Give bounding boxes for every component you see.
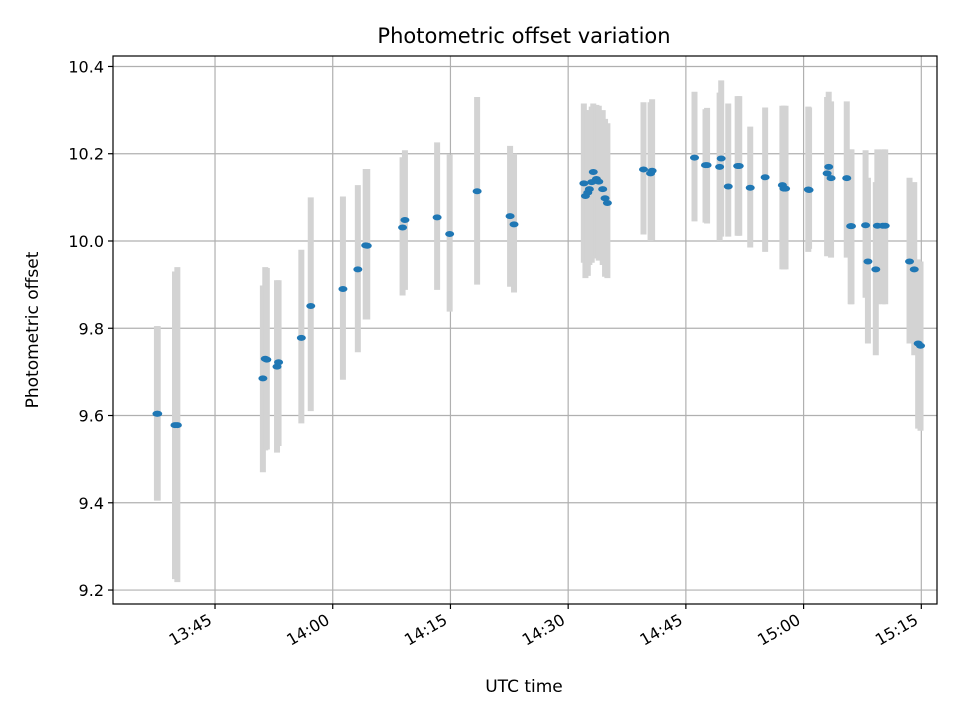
data-point xyxy=(296,334,306,341)
data-point xyxy=(760,174,770,181)
data-point xyxy=(153,410,163,417)
data-point xyxy=(861,222,871,229)
data-point xyxy=(638,166,648,173)
data-point xyxy=(306,303,316,310)
data-point xyxy=(826,175,836,182)
data-point xyxy=(702,162,712,169)
data-point xyxy=(262,356,272,363)
y-axis-ticks: 9.2 9.4 9.6 9.8 10.0 10.2 10.4 xyxy=(68,57,113,600)
data-point xyxy=(871,266,881,273)
data-point xyxy=(715,163,725,170)
data-point xyxy=(584,186,594,193)
gridlines xyxy=(113,56,937,604)
data-point xyxy=(400,217,410,224)
data-point xyxy=(804,186,814,193)
data-point xyxy=(723,183,733,190)
axes-frame xyxy=(112,55,938,605)
data-point xyxy=(690,154,700,161)
data-point xyxy=(258,375,268,382)
data-point xyxy=(398,224,408,231)
data-points xyxy=(152,154,926,429)
data-point xyxy=(274,359,284,366)
x-axis-label: UTC time xyxy=(485,677,563,697)
data-point xyxy=(842,175,852,182)
data-point xyxy=(880,222,890,229)
data-point xyxy=(909,266,919,273)
data-point xyxy=(432,214,442,221)
data-point xyxy=(509,221,519,228)
data-point xyxy=(172,422,182,429)
data-point xyxy=(824,163,834,170)
data-point xyxy=(822,170,832,177)
data-point xyxy=(588,169,598,176)
data-point xyxy=(863,258,873,265)
data-point xyxy=(579,180,589,187)
y-tick-label: 10.2 xyxy=(68,145,104,164)
chart-title: Photometric offset variation xyxy=(377,24,670,48)
data-point xyxy=(594,178,604,185)
data-point xyxy=(353,266,363,273)
data-point xyxy=(472,188,482,195)
y-axis-label: Photometric offset xyxy=(23,251,43,408)
data-point xyxy=(445,231,455,238)
data-point xyxy=(745,184,755,191)
y-tick-label: 9.6 xyxy=(79,407,104,426)
data-point xyxy=(602,200,612,207)
y-tick-label: 9.2 xyxy=(79,581,104,600)
data-point xyxy=(905,258,915,265)
y-tick-label: 10.4 xyxy=(68,57,104,76)
data-point xyxy=(916,342,926,349)
data-point xyxy=(505,213,515,220)
y-tick-label: 9.4 xyxy=(79,494,104,513)
data-point xyxy=(716,155,726,162)
data-point xyxy=(600,195,610,202)
data-point xyxy=(362,242,372,249)
data-point xyxy=(846,223,856,230)
data-point xyxy=(338,285,348,292)
y-tick-label: 10.0 xyxy=(68,232,104,251)
data-point xyxy=(734,162,744,169)
y-tick-label: 9.8 xyxy=(79,319,104,338)
data-point xyxy=(647,167,657,174)
data-point xyxy=(781,185,791,192)
data-point xyxy=(598,186,608,193)
